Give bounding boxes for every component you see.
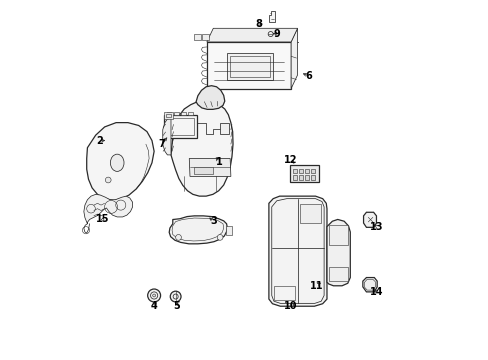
Bar [188,112,192,116]
Bar [165,114,171,117]
Bar [300,204,320,223]
Polygon shape [86,123,154,201]
Polygon shape [189,158,230,176]
Circle shape [147,289,160,302]
Bar [273,286,295,300]
Text: 13: 13 [370,222,383,231]
Circle shape [175,234,181,240]
Text: 12: 12 [284,155,297,165]
Bar [310,168,314,173]
Circle shape [267,32,273,37]
Bar [174,112,178,116]
Polygon shape [163,118,171,155]
Polygon shape [83,194,132,224]
Text: 15: 15 [96,215,109,224]
Bar [166,112,171,116]
Bar [166,118,194,135]
Polygon shape [268,196,326,306]
Circle shape [152,294,155,297]
Bar [292,175,296,180]
Polygon shape [206,42,290,89]
Bar [310,175,314,180]
Text: 11: 11 [309,281,322,291]
Polygon shape [290,28,297,89]
Bar [226,53,273,80]
Circle shape [105,177,111,183]
Bar [194,34,201,40]
Text: 6: 6 [305,71,312,81]
Polygon shape [326,220,349,286]
Bar [230,56,269,77]
Polygon shape [268,11,274,22]
Bar [298,175,303,180]
Text: 14: 14 [370,287,383,297]
Polygon shape [363,212,376,227]
Bar [304,175,308,180]
Bar [328,225,347,244]
Bar [220,123,228,134]
Bar [163,116,196,138]
Bar [181,112,185,116]
Polygon shape [196,86,224,109]
Text: 5: 5 [173,301,180,311]
Polygon shape [169,216,227,244]
Circle shape [217,234,223,240]
Text: 3: 3 [210,216,217,226]
Bar [202,34,208,40]
Text: 9: 9 [273,29,280,39]
Circle shape [170,291,181,302]
Text: 1: 1 [216,157,223,167]
Text: 2: 2 [96,136,102,145]
Text: 8: 8 [255,19,262,29]
Polygon shape [362,278,376,292]
Bar [292,168,296,173]
Text: 7: 7 [158,139,164,149]
Bar [163,112,172,119]
Bar [225,226,232,234]
Polygon shape [206,28,297,42]
Bar [328,267,347,281]
Ellipse shape [110,154,124,171]
Bar [304,168,308,173]
Bar [290,165,319,182]
Bar [298,168,303,173]
Text: 4: 4 [150,301,157,311]
Text: 10: 10 [284,301,297,311]
Polygon shape [171,101,233,196]
Bar [193,167,213,174]
